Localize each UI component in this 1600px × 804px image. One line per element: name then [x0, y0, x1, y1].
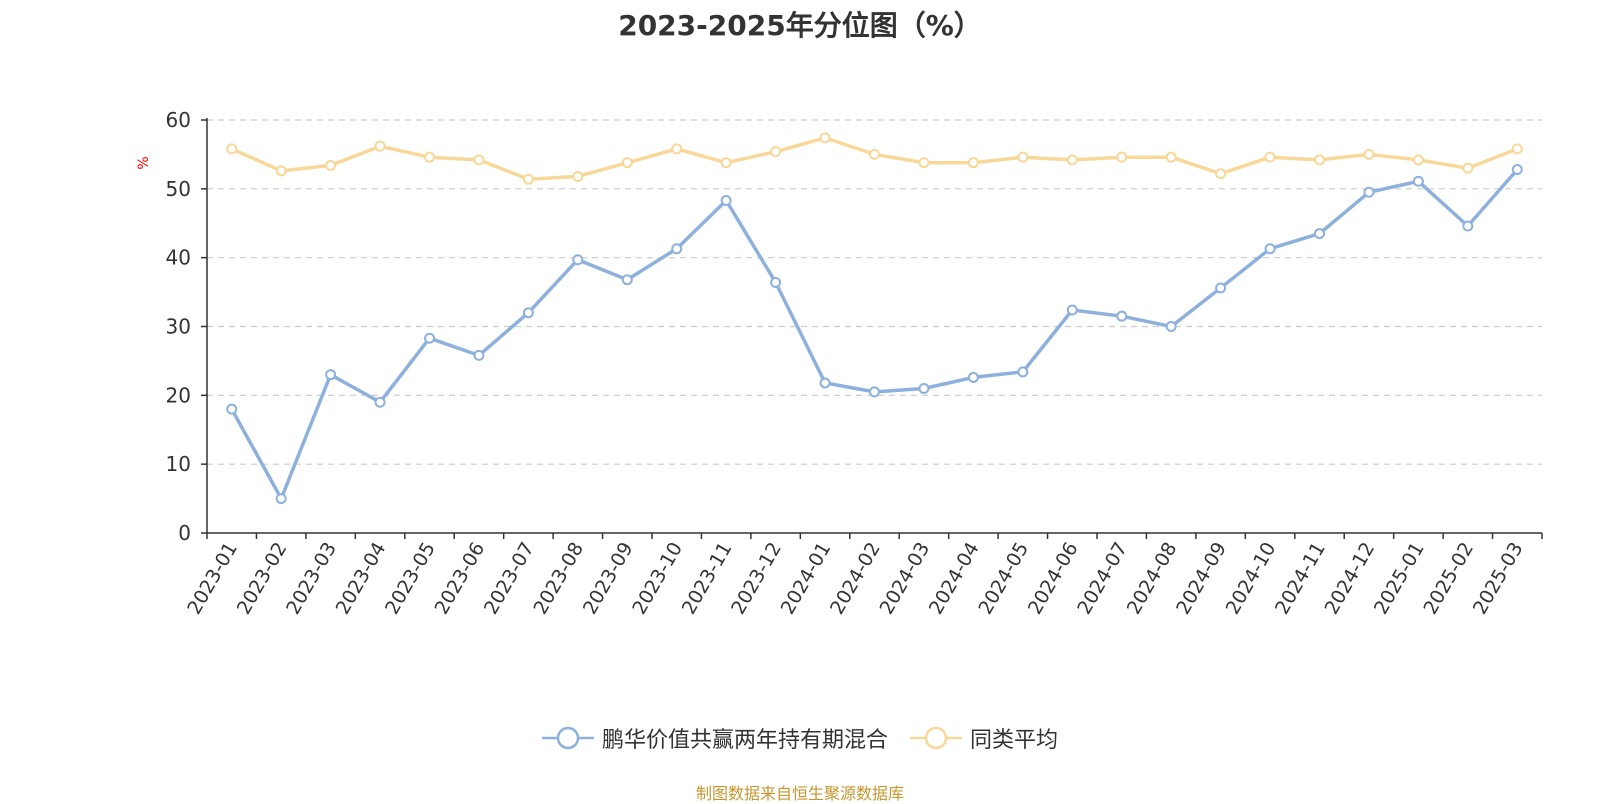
- data-point: [1116, 310, 1128, 322]
- data-point: [374, 140, 386, 152]
- y-tick-label: 0: [178, 521, 191, 545]
- data-point: [1462, 220, 1474, 232]
- data-point: [720, 195, 732, 207]
- data-point: [967, 157, 979, 169]
- data-point: [1511, 143, 1523, 155]
- data-point: [1264, 243, 1276, 255]
- data-point: [1215, 168, 1227, 180]
- data-point: [325, 369, 337, 381]
- data-point: [473, 349, 485, 361]
- series-line: [230, 168, 1519, 501]
- data-point: [621, 157, 633, 169]
- data-point: [819, 132, 831, 144]
- data-point: [473, 154, 485, 166]
- data-point: [522, 307, 534, 319]
- y-tick-label: 10: [166, 452, 191, 476]
- legend-item-2[interactable]: 同类平均: [910, 722, 1058, 754]
- data-point: [1314, 228, 1325, 240]
- data-point: [671, 143, 683, 155]
- data-point: [572, 254, 584, 266]
- data-point: [1116, 151, 1128, 163]
- data-point: [1412, 175, 1424, 187]
- legend-swatch: [910, 726, 962, 750]
- data-point: [1066, 154, 1078, 166]
- series-2: [226, 132, 1523, 185]
- data-point: [1412, 154, 1424, 166]
- data-point: [869, 386, 880, 398]
- data-point: [918, 382, 930, 394]
- data-point: [275, 165, 287, 177]
- y-tick-label: 50: [166, 177, 191, 201]
- data-point: [621, 274, 633, 286]
- grid-lines: [207, 119, 1542, 465]
- data-point: [1314, 154, 1325, 166]
- data-point: [1017, 151, 1029, 163]
- legend: 鹏华价值共赢两年持有期混合 同类平均: [0, 722, 1600, 754]
- legend-label: 同类平均: [970, 728, 1059, 753]
- data-point: [226, 403, 238, 415]
- data-point: [770, 146, 782, 158]
- data-point: [226, 143, 238, 155]
- data-point: [374, 396, 386, 408]
- data-point: [770, 276, 782, 288]
- data-point: [1165, 321, 1177, 332]
- y-tick-label: 20: [166, 383, 191, 407]
- y-tick-label: 30: [166, 315, 191, 339]
- data-point: [869, 148, 880, 160]
- data-point: [720, 157, 732, 169]
- data-point: [1363, 186, 1375, 198]
- data-point: [424, 332, 435, 344]
- source-note: 制图数据来自恒生聚源数据库: [695, 784, 904, 803]
- legend-item-1[interactable]: 鹏华价值共赢两年持有期混合: [541, 722, 888, 754]
- series-1: [226, 164, 1523, 505]
- data-point: [1511, 164, 1523, 176]
- data-point: [1462, 162, 1474, 174]
- legend-label: 鹏华价值共赢两年持有期混合: [601, 728, 888, 753]
- y-tick-label: 40: [166, 246, 191, 270]
- data-point: [967, 371, 979, 383]
- data-point: [275, 493, 287, 505]
- data-point: [1363, 148, 1375, 160]
- chart-title: 2023-2025年分位图（%）: [618, 9, 982, 42]
- data-point: [1264, 151, 1276, 163]
- legend-swatch: [541, 726, 594, 750]
- data-point: [522, 173, 534, 185]
- data-point: [819, 377, 831, 389]
- x-tick-label: 2025-03: [1469, 539, 1528, 619]
- data-point: [918, 157, 930, 169]
- y-unit-label: %: [136, 156, 152, 169]
- data-point: [1017, 366, 1029, 378]
- data-point: [1215, 282, 1227, 294]
- data-point: [1066, 304, 1078, 316]
- data-point: [325, 159, 337, 171]
- data-point: [572, 170, 584, 182]
- y-tick-label: 60: [166, 108, 191, 132]
- data-point: [1165, 151, 1177, 163]
- series-lines: [226, 132, 1523, 505]
- data-point: [671, 243, 683, 255]
- axes: 01020304050602023-012023-022023-032023-0…: [166, 108, 1543, 619]
- data-point: [424, 151, 435, 163]
